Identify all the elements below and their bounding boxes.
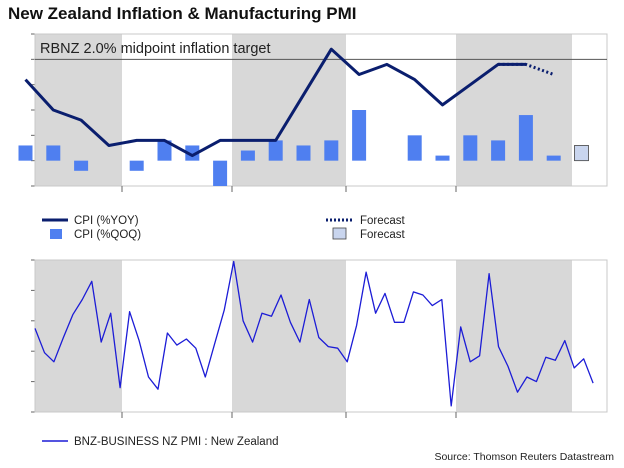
forecast-bar-2018Q4 (574, 145, 589, 162)
cpi-qoq-bar-2014Q1 (46, 145, 61, 161)
cpi-qoq-bar-2017Q4 (463, 135, 478, 161)
legend-forecast-line-label: Forecast (360, 215, 406, 227)
cpi-qoq-bar-2014Q2 (74, 160, 89, 171)
cpi-qoq-bar-2015Q1 (157, 140, 172, 161)
legend-forecast-bar-label: Forecast (360, 229, 406, 241)
pmi-shade-2018 (456, 260, 572, 412)
target-annotation: RBNZ 2.0% midpoint inflation target (40, 41, 271, 57)
cpi-plot-frame (34, 33, 608, 187)
cpi-qoq-bar-2016Q2 (296, 145, 311, 161)
cpi-qoq-bar-2015Q3 (213, 160, 228, 186)
cpi-qoq-bar-2018Q3 (546, 155, 561, 161)
pmi-chart: BNZ-BUSINESS NZ PMI : New Zealand (31, 259, 608, 448)
chart-title: New Zealand Inflation & Manufacturing PM… (8, 4, 357, 23)
cpi-qoq-bar-2016Q1 (268, 140, 283, 161)
cpi-qoq-bar-2015Q4 (240, 150, 255, 161)
cpi-qoq-bar-2016Q4 (352, 110, 367, 161)
pmi-shade-2014 (35, 260, 122, 412)
cpi-qoq-bar-2015Q2 (185, 145, 200, 161)
pmi-line (34, 260, 594, 407)
cpi-qoq-bar-2017Q3 (435, 155, 450, 161)
cpi-qoq-bar-2017Q2 (407, 135, 422, 161)
cpi-yoy-line (24, 47, 526, 158)
legend-cpi-qoq-label: CPI (%QOQ) (74, 229, 141, 241)
pmi-plot-frame (34, 259, 608, 413)
pmi-shade-2016 (232, 260, 346, 412)
legend-forecast-bar-swatch (332, 227, 347, 240)
cpi-qoq-bar-2018Q1 (491, 140, 506, 161)
cpi-forecast-line (498, 62, 555, 76)
legend-pmi-label: BNZ-BUSINESS NZ PMI : New Zealand (74, 436, 279, 448)
cpi-shade-2018 (456, 34, 572, 186)
cpi-qoq-bar-2018Q2 (518, 115, 533, 161)
source-note: Source: Thomson Reuters Datastream (434, 451, 614, 463)
cpi-qoq-bar-2016Q3 (324, 140, 339, 161)
cpi-qoq-bar-2013Q4 (18, 145, 33, 161)
cpi-chart: RBNZ 2.0% midpoint inflation target CPI … (18, 33, 608, 241)
legend-cpi-yoy-label: CPI (%YOY) (74, 215, 139, 227)
legend-cpi-qoq-swatch (50, 229, 62, 239)
cpi-qoq-bar-2014Q4 (129, 160, 144, 171)
